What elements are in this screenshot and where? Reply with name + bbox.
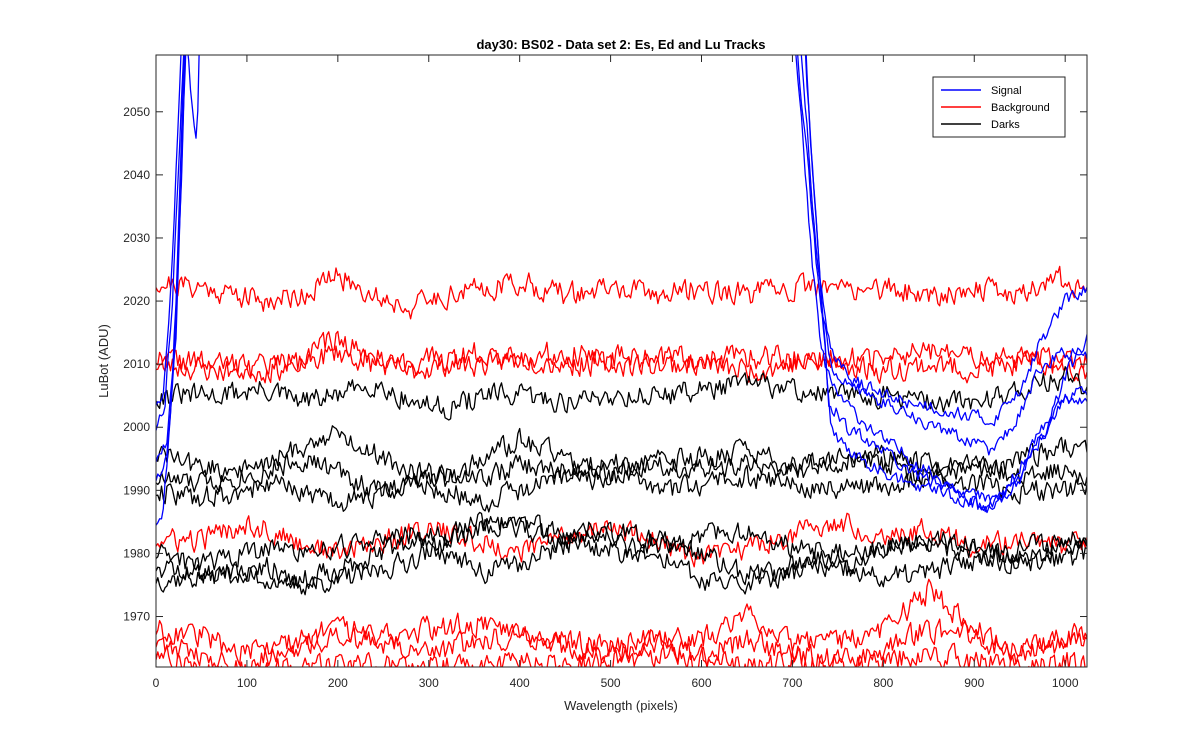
series-line-darks bbox=[156, 366, 1087, 421]
series-line-darks bbox=[156, 425, 1087, 491]
x-tick-label: 500 bbox=[601, 676, 621, 690]
y-tick-label: 1990 bbox=[123, 483, 150, 497]
x-tick-label: 200 bbox=[328, 676, 348, 690]
series-line-signal bbox=[156, 55, 1087, 526]
x-tick-label: 900 bbox=[964, 676, 984, 690]
series-line-background bbox=[156, 265, 1087, 320]
y-tick-label: 2020 bbox=[123, 294, 150, 308]
y-tick-label: 2040 bbox=[123, 168, 150, 182]
series-line-background bbox=[156, 345, 1087, 384]
y-tick-label: 2050 bbox=[123, 105, 150, 119]
legend-label: Signal bbox=[991, 85, 1022, 97]
chart-title: day30: BS02 - Data set 2: Es, Ed and Lu … bbox=[476, 37, 765, 52]
plot-area bbox=[155, 54, 1088, 668]
series-line-darks bbox=[156, 447, 1087, 498]
x-tick-label: 0 bbox=[153, 676, 160, 690]
series-line-darks bbox=[156, 511, 1087, 571]
series-line-signal bbox=[156, 55, 1087, 431]
series-line-signal bbox=[156, 55, 1087, 456]
y-tick-label: 1970 bbox=[123, 610, 150, 624]
x-axis: 0 100 200 300 400 500 600 700 800 900 1000 bbox=[153, 55, 1079, 690]
x-tick-label: 800 bbox=[873, 676, 893, 690]
x-tick-label: 300 bbox=[419, 676, 439, 690]
series-line-signal bbox=[156, 55, 1087, 513]
series-line-signal bbox=[156, 55, 1087, 514]
series-line-darks bbox=[156, 514, 1087, 596]
series-line-background bbox=[156, 642, 1086, 667]
legend-label: Background bbox=[991, 102, 1050, 114]
legend-label: Darks bbox=[991, 119, 1020, 131]
legend: Signal Background Darks bbox=[932, 76, 1066, 138]
x-axis-label: Wavelength (pixels) bbox=[564, 698, 678, 713]
y-tick-label: 2010 bbox=[123, 357, 150, 371]
y-tick-label: 1980 bbox=[123, 546, 150, 560]
x-tick-label: 100 bbox=[237, 676, 257, 690]
x-tick-label: 700 bbox=[782, 676, 802, 690]
series-line-background bbox=[156, 330, 1087, 379]
series-line-darks bbox=[156, 526, 1087, 595]
x-tick-label: 1000 bbox=[1052, 676, 1079, 690]
x-tick-label: 400 bbox=[510, 676, 530, 690]
series-line-background bbox=[156, 512, 1087, 568]
series-layer bbox=[156, 55, 1087, 667]
plot-frame bbox=[155, 54, 1088, 668]
y-axis: 1970 1980 1990 2000 2010 2020 2030 2040 2050 bbox=[123, 105, 1087, 624]
y-tick-label: 2000 bbox=[123, 420, 150, 434]
x-tick-label: 600 bbox=[691, 676, 711, 690]
y-tick-label: 2030 bbox=[123, 231, 150, 245]
y-axis-label: LuBot (ADU) bbox=[96, 324, 111, 398]
